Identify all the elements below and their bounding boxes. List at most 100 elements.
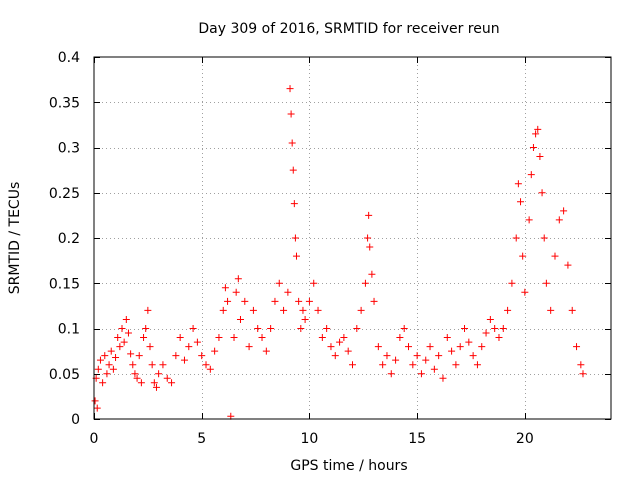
data-point <box>366 243 374 251</box>
data-point <box>120 338 128 346</box>
data-point <box>292 252 300 260</box>
data-point <box>152 383 160 391</box>
data-point <box>219 306 227 314</box>
data-point <box>107 347 115 355</box>
y-tick-label: 0.05 <box>49 367 80 383</box>
data-point <box>224 297 232 305</box>
data-point <box>127 350 135 358</box>
data-point <box>101 352 109 360</box>
data-point <box>465 338 473 346</box>
data-point <box>301 315 309 323</box>
data-point <box>405 343 413 351</box>
data-point <box>249 306 257 314</box>
data-point <box>116 343 124 351</box>
data-point <box>551 252 559 260</box>
data-point <box>94 365 102 373</box>
data-point <box>365 211 373 219</box>
data-point <box>387 370 395 378</box>
gridlines <box>94 57 611 419</box>
data-point <box>547 306 555 314</box>
data-point <box>262 347 270 355</box>
data-point <box>314 306 322 314</box>
data-point <box>413 352 421 360</box>
data-point <box>275 279 283 287</box>
data-point <box>361 279 369 287</box>
data-point <box>289 166 297 174</box>
data-point <box>448 347 456 355</box>
data-point <box>495 334 503 342</box>
y-tick-label: 0 <box>71 412 80 428</box>
data-point <box>469 352 477 360</box>
data-point <box>146 343 154 351</box>
data-point <box>202 361 210 369</box>
data-point <box>379 361 387 369</box>
data-point <box>258 334 266 342</box>
data-point <box>560 207 568 215</box>
data-point <box>144 306 152 314</box>
data-point <box>532 130 540 138</box>
data-point <box>370 297 378 305</box>
data-point <box>538 189 546 197</box>
data-point <box>443 334 451 342</box>
data-point <box>287 110 295 118</box>
data-point <box>93 404 101 412</box>
data-point <box>426 343 434 351</box>
data-point <box>368 270 376 278</box>
data-point <box>504 306 512 314</box>
data-point <box>542 279 550 287</box>
y-tick-label: 0.25 <box>49 186 80 202</box>
data-point <box>129 361 137 369</box>
data-point <box>555 216 563 224</box>
data-point <box>409 361 417 369</box>
y-tick-label: 0.1 <box>58 322 80 338</box>
data-point <box>135 352 143 360</box>
data-point <box>486 315 494 323</box>
data-point <box>163 374 171 382</box>
y-tick-label: 0.3 <box>58 141 80 157</box>
data-point <box>473 361 481 369</box>
data-point <box>573 343 581 351</box>
x-tick-label: 0 <box>90 431 99 447</box>
data-point <box>193 338 201 346</box>
data-point <box>461 325 469 332</box>
data-point <box>536 153 544 161</box>
data-point <box>148 361 156 369</box>
data-point <box>491 325 499 332</box>
data-point <box>185 343 193 351</box>
data-point <box>422 356 430 364</box>
data-point <box>439 374 447 382</box>
data-point <box>305 297 313 305</box>
data-point <box>512 234 520 242</box>
data-point <box>112 353 120 361</box>
chart-title: Day 309 of 2016, SRMTID for receiver reu… <box>198 21 499 37</box>
data-point <box>364 234 372 242</box>
y-tick-label: 0.35 <box>49 95 80 111</box>
data-point <box>577 361 585 369</box>
data-point <box>521 288 529 296</box>
data-point <box>245 343 253 351</box>
data-point <box>499 325 507 332</box>
data-point <box>176 334 184 342</box>
data-point <box>295 297 303 305</box>
data-point <box>91 397 99 405</box>
data-point <box>374 343 382 351</box>
data-point <box>140 334 148 342</box>
data-point <box>336 338 344 346</box>
data-point <box>349 361 356 369</box>
data-point <box>456 343 464 351</box>
data-point <box>241 297 249 305</box>
data-point <box>514 180 522 188</box>
data-point <box>323 325 331 332</box>
data-point <box>99 379 107 387</box>
data-point <box>133 374 141 382</box>
data-point <box>529 144 537 151</box>
data-point <box>232 288 240 296</box>
data-point <box>215 334 223 342</box>
data-point <box>284 288 292 296</box>
data-point <box>297 325 305 332</box>
data-point <box>168 379 176 387</box>
y-tick-label: 0.4 <box>58 50 80 66</box>
data-point <box>568 306 576 314</box>
x-tick-label: 15 <box>408 431 426 447</box>
data-point <box>435 352 443 360</box>
